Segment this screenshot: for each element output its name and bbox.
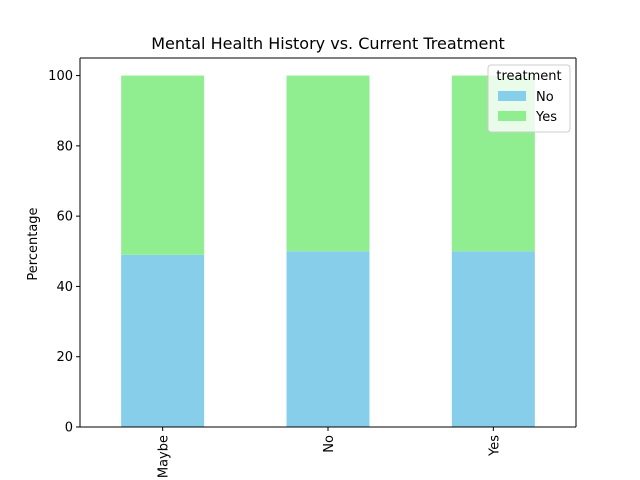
bar-maybe-no xyxy=(121,254,205,427)
legend-label-no: No xyxy=(536,90,554,105)
y-tick-label: 40 xyxy=(56,280,73,295)
legend-swatch-no xyxy=(498,91,526,101)
y-tick-label: 100 xyxy=(48,69,73,84)
bar-yes-no xyxy=(451,251,535,427)
y-tick-label: 0 xyxy=(65,421,73,436)
legend-swatch-yes xyxy=(498,111,526,121)
y-tick-label: 60 xyxy=(56,210,73,225)
bar-no-no xyxy=(286,251,370,427)
plot-area: 0 20 40 60 80 100 Maybe No Yes xyxy=(48,57,577,478)
y-axis-label: Percentage xyxy=(26,207,41,280)
legend-items: No Yes xyxy=(498,90,557,125)
chart-title: Mental Health History vs. Current Treatm… xyxy=(151,34,505,53)
legend-title: treatment xyxy=(496,69,561,84)
x-tick-label: Maybe xyxy=(157,435,172,478)
legend-label-yes: Yes xyxy=(535,110,557,125)
legend: treatment No Yes xyxy=(487,64,571,133)
y-tick-label: 80 xyxy=(56,139,73,154)
bar-maybe-yes xyxy=(121,75,205,255)
bar-no-yes xyxy=(286,75,370,252)
x-tick-label: No xyxy=(322,435,337,453)
y-tick-label: 20 xyxy=(56,350,73,365)
x-tick-label: Yes xyxy=(487,435,502,457)
